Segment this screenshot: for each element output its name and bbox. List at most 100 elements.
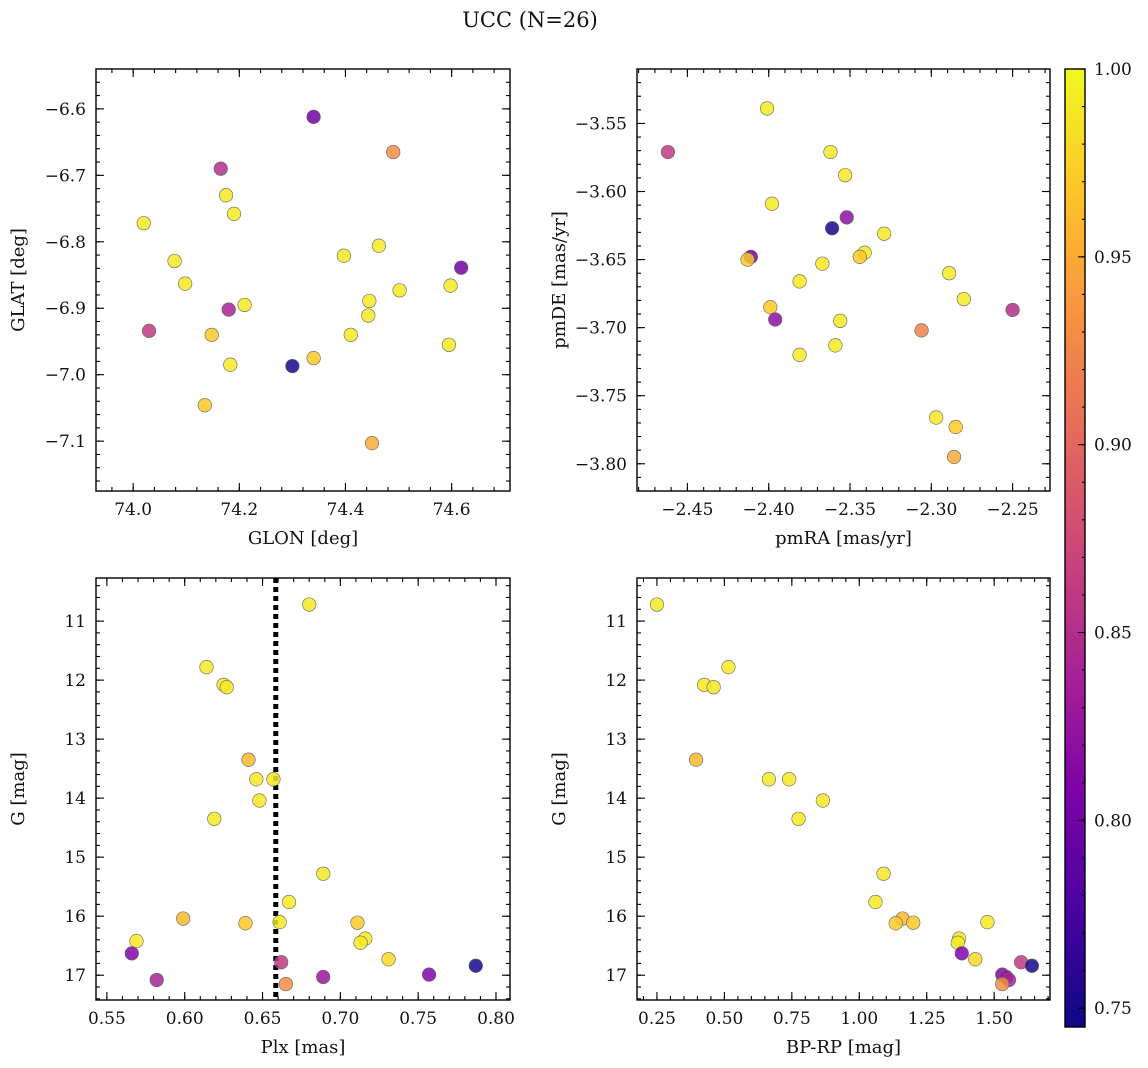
data-point xyxy=(213,161,228,176)
colorbar: 0.75 0.80 0.85 0.90 0.95 1.00 xyxy=(1064,60,1132,1028)
data-point xyxy=(468,958,483,973)
panel-glon-glat: 74.0 74.2 74.4 74.6 −7.1 −7.0 −6.9 −6.8 −6.7 −6.6… xyxy=(8,68,511,549)
data-point xyxy=(336,248,351,263)
data-point xyxy=(815,256,830,271)
data-point xyxy=(421,967,437,982)
data-point xyxy=(316,969,331,985)
y-tick-label: 17 xyxy=(64,966,86,986)
x-tick-label: 0.60 xyxy=(166,1009,204,1029)
data-point xyxy=(828,338,843,353)
x-tick-label: 74.0 xyxy=(114,500,152,520)
data-point xyxy=(178,276,193,291)
data-point xyxy=(706,680,721,695)
data-point xyxy=(823,144,838,160)
data-point xyxy=(316,866,331,881)
data-point xyxy=(721,660,736,675)
y-tick-label: 17 xyxy=(605,966,627,986)
data-point xyxy=(1024,958,1040,973)
x-tick-label: 74.2 xyxy=(220,500,258,520)
data-point xyxy=(386,144,401,160)
data-point xyxy=(124,946,139,961)
y-tick-label: 11 xyxy=(64,612,86,632)
data-point xyxy=(441,337,457,352)
data-point xyxy=(914,323,929,338)
data-point xyxy=(839,210,854,225)
data-point xyxy=(136,216,151,231)
panel-plx-g: 0.55 0.60 0.65 0.70 0.75 0.80 11 12 13 14 15 16 17 Pl… xyxy=(8,577,515,1058)
data-point xyxy=(361,308,376,323)
panel-pmra-pmde: −2.45 −2.40 −2.35 −2.30 −2.25 −3.80 −3.75 −3.70… xyxy=(549,68,1051,549)
data-point xyxy=(954,946,969,961)
y-tick-label: −3.75 xyxy=(575,387,627,407)
x-axis-label: pmRA [mas/yr] xyxy=(775,528,912,549)
data-point xyxy=(207,811,222,826)
colorbar-frame xyxy=(1064,68,1086,1028)
data-point xyxy=(782,772,797,787)
x-tick-label: 0.55 xyxy=(88,1009,126,1029)
data-point xyxy=(252,793,267,808)
y-axis-label: pmDE [mas/yr] xyxy=(549,211,570,349)
x-tick-label: 0.65 xyxy=(244,1009,282,1029)
data-point xyxy=(364,436,380,451)
y-tick-label: 13 xyxy=(605,730,627,750)
colorbar-tick-label: 0.95 xyxy=(1094,248,1132,268)
y-tick-label: 12 xyxy=(64,671,86,691)
data-point xyxy=(204,327,219,342)
data-point xyxy=(129,933,144,949)
data-point xyxy=(237,297,252,313)
x-tick-label: 0.50 xyxy=(705,1009,743,1029)
colorbar-tick-label: 1.00 xyxy=(1094,60,1132,80)
data-point xyxy=(688,752,704,767)
data-point xyxy=(888,916,903,931)
colorbar-tick-label: 0.80 xyxy=(1094,811,1132,831)
data-point xyxy=(281,894,297,910)
y-tick-label: −3.60 xyxy=(575,183,627,203)
data-point xyxy=(218,188,234,203)
data-point xyxy=(392,283,407,298)
y-tick-label: −6.8 xyxy=(45,233,86,253)
x-tick-label: 1.25 xyxy=(908,1009,946,1029)
data-point xyxy=(272,914,287,930)
data-point xyxy=(1005,302,1020,318)
data-point xyxy=(176,911,191,926)
data-point xyxy=(226,206,242,221)
x-tick-label: 0.25 xyxy=(638,1009,676,1029)
data-point xyxy=(266,772,281,787)
y-tick-label: 13 xyxy=(64,730,86,750)
colorbar-tick-label: 0.75 xyxy=(1094,999,1132,1019)
data-point xyxy=(149,972,164,988)
data-point xyxy=(792,274,807,289)
y-tick-label: −3.55 xyxy=(575,114,627,134)
data-point xyxy=(249,772,264,787)
data-point xyxy=(381,952,396,967)
axes-frame xyxy=(95,68,511,492)
x-axis-label: Plx [mas] xyxy=(261,1037,346,1058)
data-point xyxy=(223,357,238,372)
x-tick-label: 74.6 xyxy=(433,500,471,520)
panels: 74.0 74.2 74.4 74.6 −7.1 −7.0 −6.9 −6.8 −6.7 −6.6… xyxy=(8,68,1051,1058)
data-point xyxy=(876,866,891,881)
data-point xyxy=(995,976,1010,992)
data-point xyxy=(241,752,256,767)
y-axis-label: G [mag] xyxy=(549,752,570,825)
data-point xyxy=(833,313,848,328)
data-point xyxy=(759,101,775,116)
x-tick-label: −2.45 xyxy=(661,500,713,520)
colorbar-tick-label: 0.90 xyxy=(1094,436,1132,456)
y-tick-label: −6.7 xyxy=(45,166,86,186)
data-point xyxy=(764,196,780,211)
y-tick-label: −3.70 xyxy=(575,319,627,339)
colorbar-tick-label: 0.85 xyxy=(1094,624,1132,644)
figure-title: UCC (N=26) xyxy=(462,8,598,32)
y-tick-label: 15 xyxy=(605,848,627,868)
data-point xyxy=(868,894,883,910)
data-point xyxy=(353,935,368,950)
y-tick-label: −7.0 xyxy=(45,366,86,386)
data-point xyxy=(942,266,957,281)
data-point xyxy=(761,772,777,787)
data-point xyxy=(306,350,321,366)
y-tick-label: −3.65 xyxy=(575,251,627,271)
data-point xyxy=(825,221,840,236)
y-tick-label: 16 xyxy=(64,907,86,927)
y-tick-label: −3.80 xyxy=(575,455,627,475)
